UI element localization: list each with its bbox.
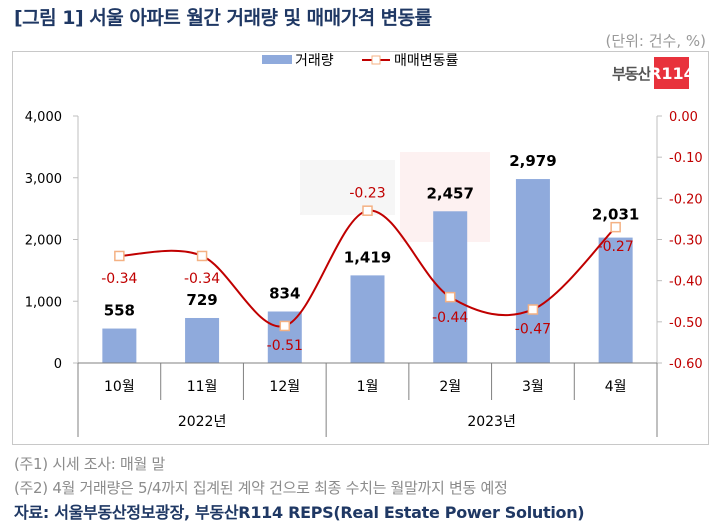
line-value-label: -0.27 <box>598 239 634 255</box>
category-label: 11월 <box>187 379 218 395</box>
bar-4월 <box>598 237 633 363</box>
line-marker-3월 <box>527 304 539 315</box>
legend-bar-label: 거래량 <box>295 53 334 69</box>
year-label: 2023년 <box>467 414 516 430</box>
bar-1월 <box>350 275 385 363</box>
bar-10월 <box>102 328 137 363</box>
right-tick-label: -0.10 <box>669 151 703 166</box>
note-2: (주2) 4월 거래량은 5/4까지 집계된 계약 건으로 최종 수치는 월말까… <box>14 479 508 497</box>
bar-value-label: 834 <box>269 285 300 303</box>
left-tick-label: 4,000 <box>25 110 62 125</box>
bar-3월 <box>515 179 550 363</box>
bar-value-label: 2,031 <box>592 206 639 224</box>
category-label: 3월 <box>522 379 544 395</box>
line-value-label: -0.23 <box>349 186 385 202</box>
right-tick-label: -0.60 <box>669 357 703 372</box>
line-value-label: -0.34 <box>101 271 137 287</box>
unit-label: (단위: 건수, %) <box>605 32 706 50</box>
category-label: 10월 <box>104 379 135 395</box>
note-1: (주1) 시세 조사: 매월 말 <box>14 455 165 473</box>
left-tick-label: 3,000 <box>25 172 62 187</box>
right-tick-label: 0.00 <box>669 110 698 125</box>
line-value-label: -0.47 <box>515 321 551 337</box>
bar-12월 <box>267 311 302 363</box>
line-value-label: -0.34 <box>184 271 220 287</box>
line-value-label: -0.51 <box>267 338 303 354</box>
r114-logo: 부동산 R114 <box>612 57 695 89</box>
logo-badge: R114 <box>649 57 695 89</box>
left-tick-label: 2,000 <box>25 234 62 249</box>
legend-line-label: 매매변동률 <box>394 53 459 69</box>
left-tick-label: 0 <box>54 357 62 372</box>
year-label: 2022년 <box>178 414 227 430</box>
category-label: 2월 <box>439 379 461 395</box>
legend-bar-swatch <box>262 55 292 64</box>
chart-frame <box>12 51 709 445</box>
right-tick-label: -0.30 <box>669 234 703 249</box>
line-marker-10월 <box>114 250 125 262</box>
bar-value-label: 729 <box>186 291 217 309</box>
category-label: 12월 <box>269 379 300 395</box>
bar-11월 <box>185 317 220 363</box>
line-marker-4월 <box>610 221 621 233</box>
bar-value-label: 558 <box>104 302 135 320</box>
legend-line-marker <box>371 55 381 65</box>
bar-value-label: 2,979 <box>509 152 556 170</box>
logo-text: 부동산 <box>612 64 651 83</box>
line-marker-1월 <box>362 205 373 216</box>
watermark <box>300 160 395 215</box>
right-tick-label: -0.50 <box>669 316 703 331</box>
category-label: 1월 <box>357 379 379 395</box>
bar-value-label: 2,457 <box>426 184 473 202</box>
right-tick-label: -0.40 <box>669 275 703 290</box>
line-marker-2월 <box>444 291 456 303</box>
category-label: 4월 <box>605 379 627 395</box>
source: 자료: 서울부동산정보광장, 부동산R114 REPS(Real Estate … <box>14 503 585 522</box>
figure-title: [그림 1] 서울 아파트 월간 거래량 및 매매가격 변동률 <box>14 7 432 29</box>
left-tick-label: 1,000 <box>25 295 62 310</box>
right-tick-label: -0.20 <box>669 192 703 207</box>
line-marker-11월 <box>196 250 208 262</box>
line-value-label: -0.44 <box>432 310 468 326</box>
bar-value-label: 1,419 <box>344 248 391 266</box>
line-marker-12월 <box>279 320 291 332</box>
